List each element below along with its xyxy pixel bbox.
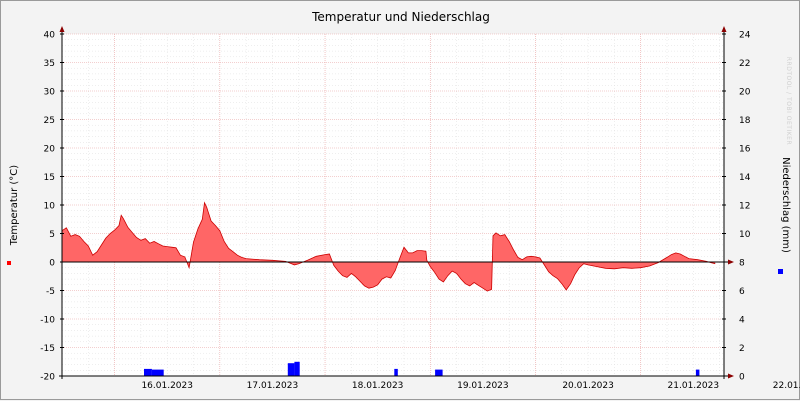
left-axis-label: Temperatur (°C) — [9, 165, 20, 246]
x-tick-label: 18.01.2023 — [352, 381, 404, 391]
axes — [59, 26, 734, 379]
x-tick-label: 19.01.2023 — [457, 381, 509, 391]
temperature-line — [61, 201, 716, 292]
left-tick-label: 5 — [49, 230, 55, 240]
left-tick-label: 40 — [44, 31, 56, 41]
right-tick-label: 14 — [739, 173, 751, 183]
temperature-area — [62, 202, 716, 292]
x-tick-label: 16.01.2023 — [141, 381, 193, 391]
left-tick-label: 0 — [49, 259, 55, 269]
chart-title: Temperatur und Niederschlag — [311, 10, 490, 24]
left-tick-label: -5 — [46, 287, 55, 297]
right-tick-label: 18 — [739, 116, 751, 126]
right-tick-label: 2 — [739, 344, 745, 354]
left-tick-label: 10 — [44, 202, 56, 212]
right-tick-label: 0 — [739, 373, 745, 383]
right-tick-label: 20 — [739, 88, 751, 98]
right-tick-label: 4 — [739, 316, 745, 326]
x-tick-label: 22.01.2023 — [773, 381, 800, 391]
right-tick-label: 24 — [739, 31, 751, 41]
x-axis-arrow — [728, 373, 734, 379]
right-tick-label: 16 — [739, 145, 751, 155]
left-tick-label: 35 — [44, 59, 55, 69]
right-tick-label: 6 — [739, 287, 745, 297]
precipitation-bar — [287, 363, 295, 376]
left-tick-label: 30 — [44, 88, 56, 98]
left-tick-label: -15 — [40, 344, 55, 354]
precipitation-bar — [695, 369, 700, 376]
left-tick-label: -20 — [40, 373, 55, 383]
x-tick-label: 20.01.2023 — [562, 381, 614, 391]
right-tick-label: 10 — [739, 230, 751, 240]
left-tick-label: -10 — [40, 316, 55, 326]
precipitation-bar — [394, 368, 398, 376]
left-tick-label: 15 — [44, 173, 55, 183]
precipitation-bar — [435, 369, 443, 376]
rrdtool-watermark: RRDTOOL / TOBI OETIKER — [785, 57, 792, 145]
right-tick-label: 12 — [739, 202, 750, 212]
precipitation-bar — [294, 361, 300, 377]
x-tick-label: 17.01.2023 — [247, 381, 299, 391]
precipitation-bar — [144, 368, 152, 376]
tick-labels: 4035302520151050-5-10-15-202422201816141… — [40, 31, 800, 392]
precipitation-bar — [151, 369, 158, 376]
left-tick-label: 25 — [44, 116, 55, 126]
right-tick-label: 22 — [739, 59, 750, 69]
right-axis-arrow — [721, 26, 727, 32]
precipitation-bar — [158, 369, 164, 376]
plot-area — [61, 201, 716, 377]
precipitation-legend-marker — [778, 269, 783, 274]
temperature-legend-marker — [7, 261, 11, 265]
zero-line-arrow — [728, 259, 734, 265]
left-axis-arrow — [59, 26, 65, 32]
right-tick-label: 8 — [739, 259, 745, 269]
grid — [61, 33, 724, 377]
x-tick-label: 21.01.2023 — [668, 381, 720, 391]
right-axis-label: Niederschlag (mm) — [780, 157, 791, 253]
left-tick-label: 20 — [44, 145, 56, 155]
